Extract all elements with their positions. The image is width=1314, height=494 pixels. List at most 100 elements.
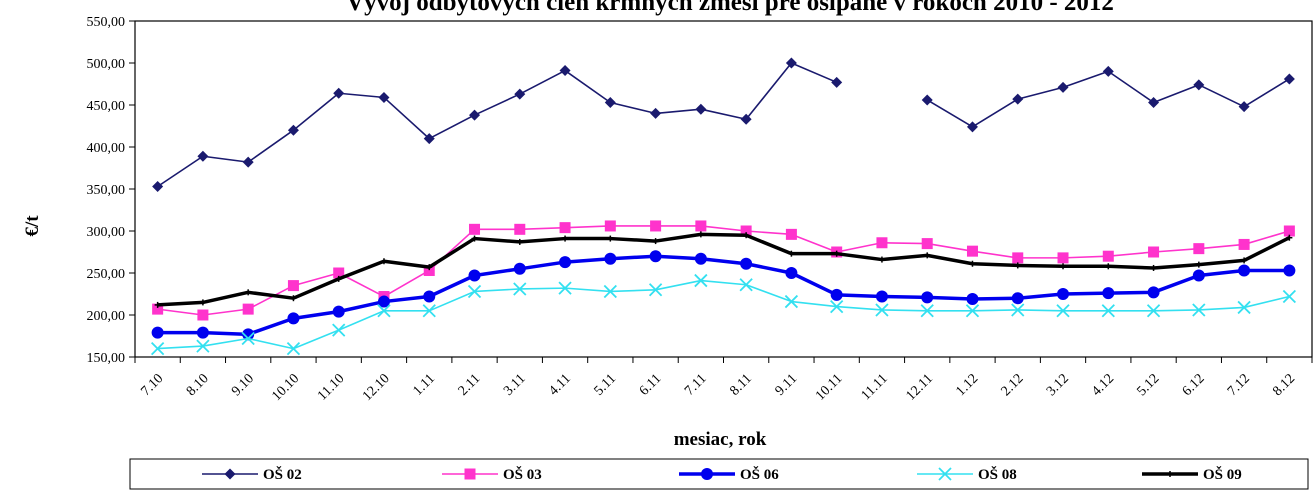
x-tick-label: 9.11 [773,371,801,399]
data-point-1-20 [1057,252,1069,264]
data-point-2-14 [785,267,798,279]
data-point-4-0 [154,301,161,308]
data-point-1-12 [695,220,707,232]
data-point-3-14 [784,294,799,309]
data-point-0-23 [1193,79,1205,91]
x-tick-label: 8.12 [1270,371,1298,399]
data-point-4-7 [471,235,478,242]
series-line-0 [926,70,1290,128]
data-point-4-5 [380,258,387,265]
data-point-1-1 [197,309,209,321]
data-point-3-4 [332,323,346,337]
data-point-4-21 [1105,263,1112,270]
x-tick-label: 1.11 [411,371,439,399]
data-point-4-11 [652,238,659,245]
data-point-4-9 [562,235,569,242]
legend-label: OŠ 08 [978,466,1017,483]
data-point-1-0 [152,303,164,315]
data-point-2-19 [1011,292,1024,305]
data-point-2-24 [1238,264,1251,277]
data-point-1-24 [1238,238,1250,250]
legend-marker [701,468,713,480]
data-point-0-2 [242,156,254,168]
x-tick-label: 10.11 [813,371,846,404]
legend-marker [464,468,476,480]
data-point-0-0 [152,180,164,192]
data-point-4-15 [833,250,840,257]
data-point-2-8 [513,262,526,275]
y-tick-label: 300,00 [87,225,126,240]
data-point-2-18 [966,293,979,306]
y-tick-label: 500,00 [87,57,126,72]
data-point-1-10 [604,220,616,232]
data-point-3-8 [513,282,527,296]
chart-title: Vývoj odbytových cien kŕmnych zmesí pre … [346,0,1114,16]
data-point-0-21 [1102,65,1114,77]
data-point-4-4 [335,275,342,282]
data-point-1-2 [242,303,254,315]
data-point-2-5 [377,295,390,308]
data-point-0-18 [966,121,978,133]
x-tick-label: 8.10 [184,371,212,399]
data-point-3-18 [965,304,980,318]
data-point-2-9 [559,256,572,269]
legend-label: OŠ 03 [503,466,542,483]
data-point-2-23 [1192,269,1205,282]
x-axis-label: mesiac, rok [674,429,767,450]
data-point-1-21 [1102,250,1114,262]
data-point-0-4 [333,87,345,99]
data-point-4-23 [1195,261,1202,268]
data-point-4-17 [924,252,931,259]
data-point-0-11 [650,107,662,119]
series-line-3 [157,279,1290,350]
data-point-3-21 [1101,304,1115,318]
data-point-2-6 [423,290,436,303]
data-point-1-22 [1148,246,1160,258]
legend-item: OŠ 02 [202,466,302,483]
data-point-4-24 [1241,257,1248,264]
series-line-2 [157,254,1290,337]
data-point-4-18 [969,260,976,267]
data-point-0-14 [785,57,797,69]
data-point-3-19 [1011,303,1025,317]
data-point-1-6 [423,264,435,276]
data-point-2-0 [151,326,164,339]
data-point-0-24 [1238,101,1250,113]
data-point-0-5 [378,91,390,103]
legend-marker [224,468,236,480]
data-point-1-23 [1193,243,1205,255]
data-point-3-6 [422,304,436,318]
data-point-4-16 [878,256,885,263]
data-point-0-22 [1148,96,1160,108]
y-tick-label: 150,00 [87,351,126,366]
data-point-1-13 [740,225,752,237]
data-point-1-11 [650,220,662,232]
x-tick-label: 7.10 [139,371,167,399]
legend-label: OŠ 06 [740,466,779,483]
data-point-0-13 [740,113,752,125]
x-tick-label: 11.10 [315,371,348,404]
x-tick-label: 4.12 [1089,371,1117,399]
x-tick-label: 9.10 [229,371,257,399]
data-point-0-9 [559,65,571,77]
data-point-0-19 [1012,93,1024,105]
series-line-0 [157,62,837,188]
data-point-0-17 [921,94,933,106]
data-point-2-2 [242,328,255,341]
data-point-3-25 [1282,289,1297,304]
data-point-0-8 [514,88,526,100]
data-point-4-8 [516,238,523,245]
data-point-3-0 [150,341,165,356]
data-point-4-19 [1014,262,1021,269]
data-point-1-9 [559,222,571,234]
data-point-1-8 [514,223,526,235]
data-point-4-1 [199,299,206,306]
data-point-2-25 [1283,264,1296,277]
data-point-0-6 [423,133,435,145]
data-point-4-3 [290,295,297,302]
data-point-3-12 [694,273,708,288]
data-point-4-2 [245,289,252,296]
data-point-2-4 [332,305,345,318]
series-line-1 [157,225,1290,316]
legend: OŠ 02 OŠ 03 OŠ 06 OŠ 08 OŠ 09 [202,466,1242,483]
